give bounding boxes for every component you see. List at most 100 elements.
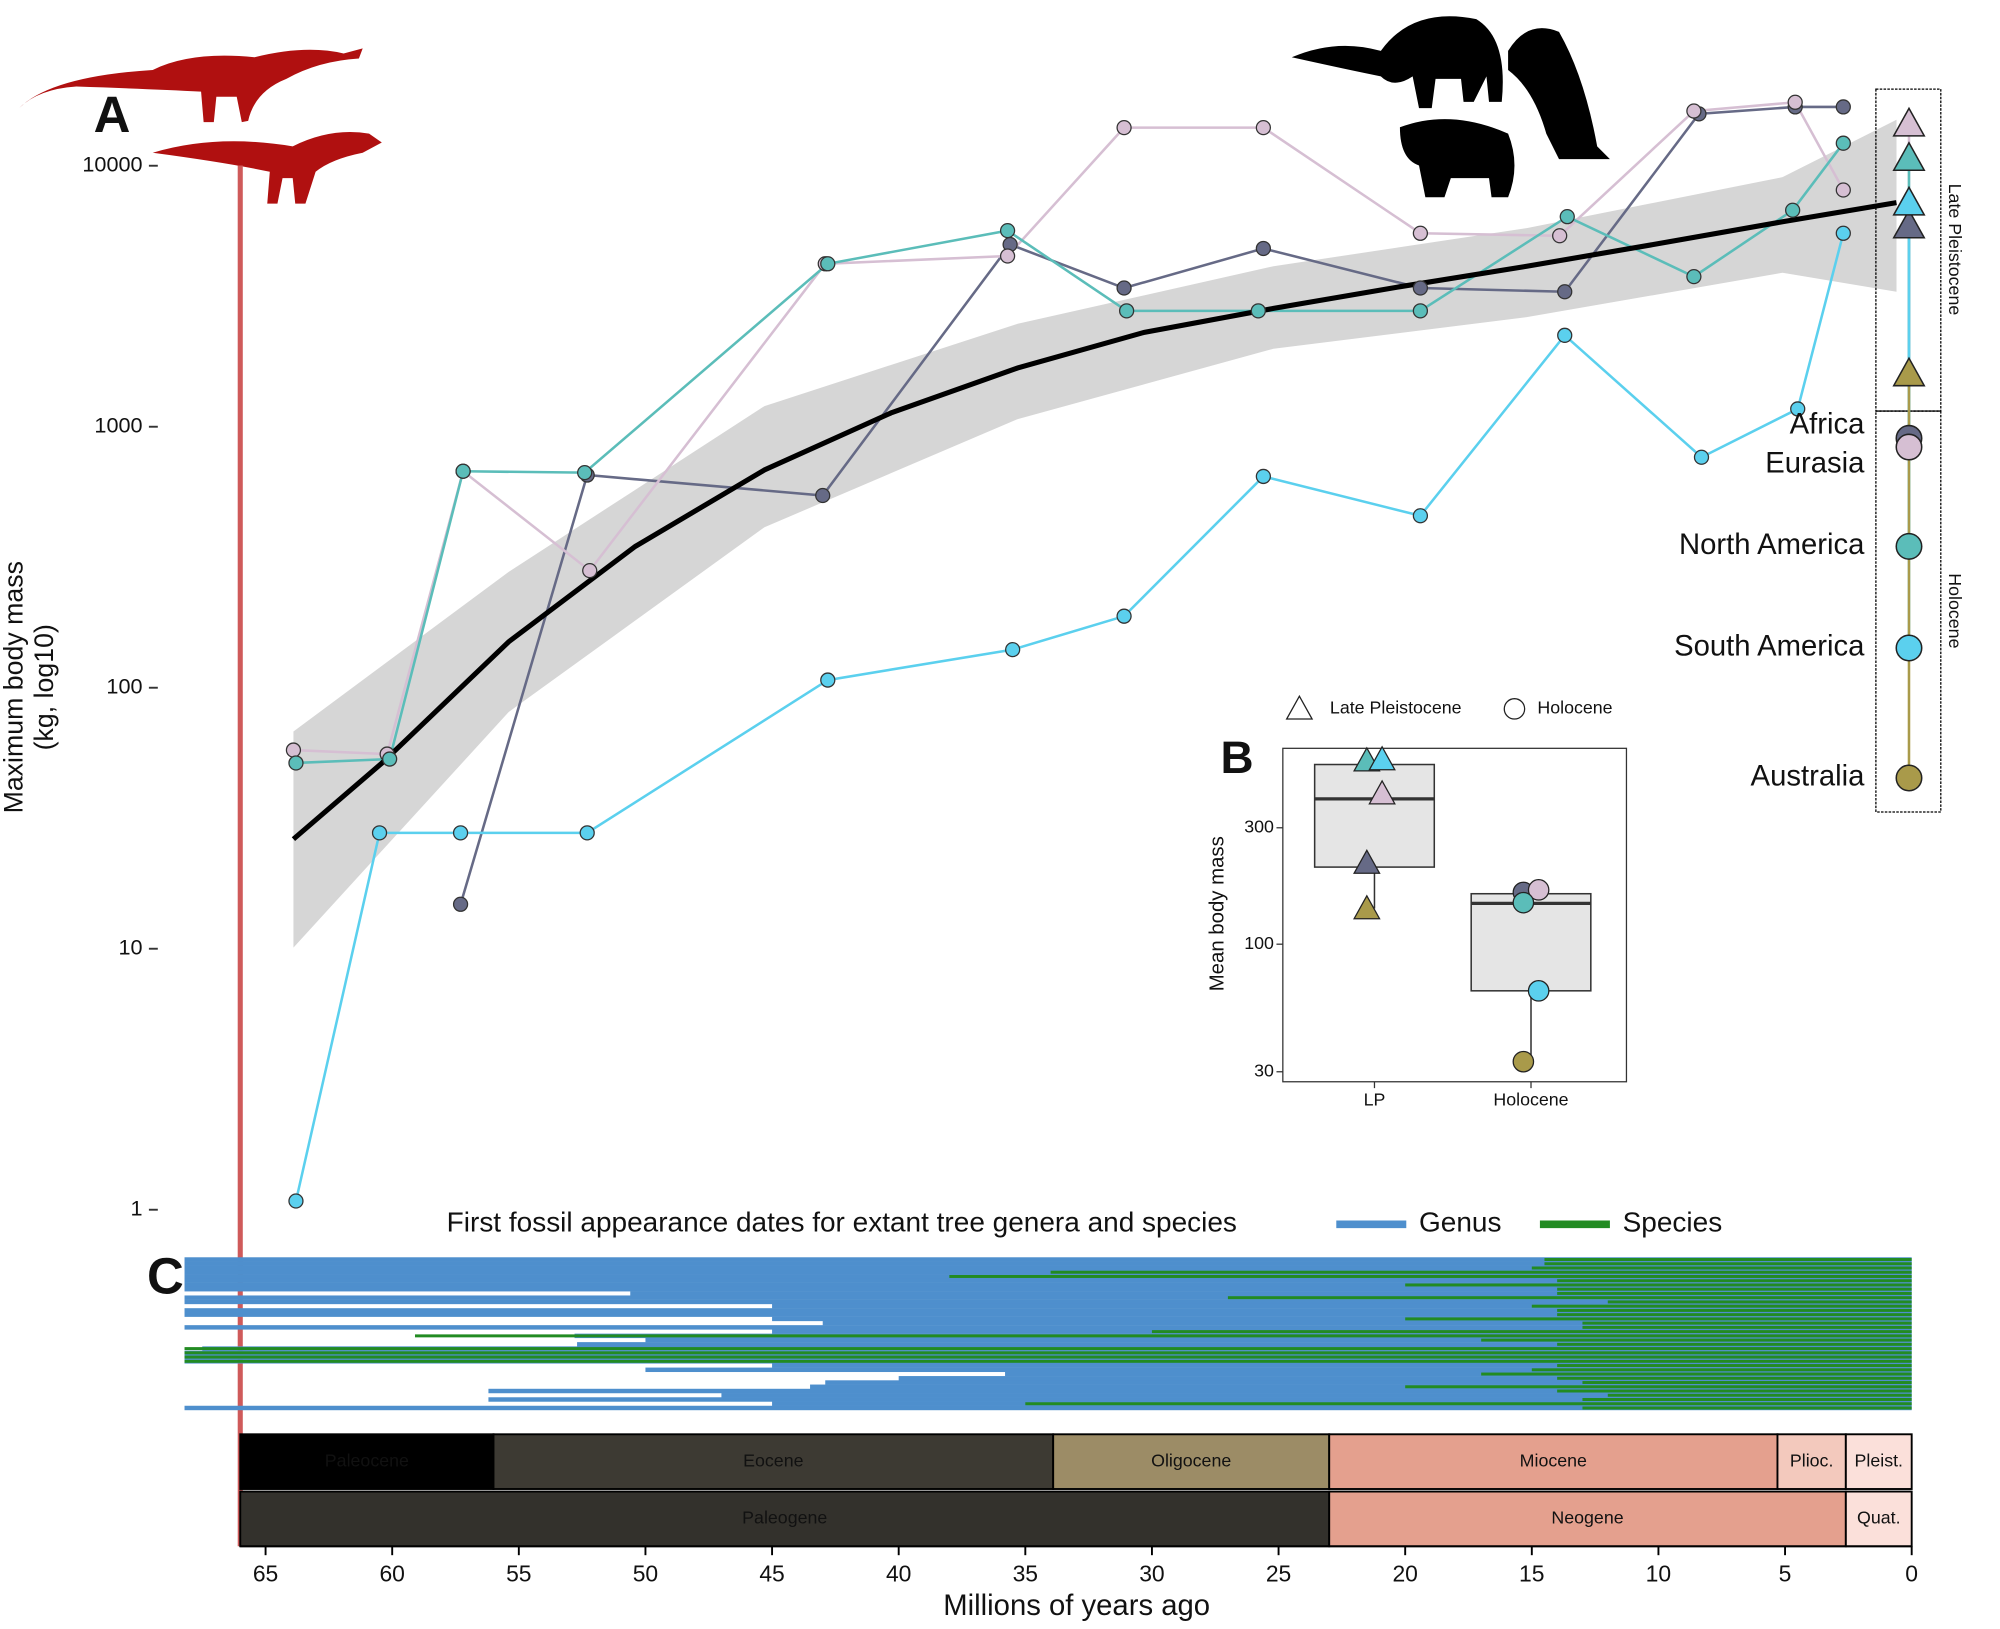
period-label: Holocene (1945, 573, 1965, 648)
x-axis-label: Millions of years ago (943, 1590, 1210, 1622)
data-point (1255, 240, 1272, 257)
y-axis-label: Mean body mass (1206, 836, 1228, 991)
x-tick-label: 55 (506, 1561, 531, 1587)
data-point (579, 825, 595, 841)
species-bar (1227, 1296, 1912, 1300)
x-tick-label: 50 (633, 1561, 658, 1587)
holocene-point (1512, 891, 1535, 914)
y-tick-label: 30 (1254, 1060, 1274, 1080)
data-point (1412, 225, 1429, 241)
species-bar (1557, 1376, 1912, 1380)
species-bar (1582, 1381, 1912, 1385)
lp-point (1353, 849, 1381, 874)
data-point (1250, 303, 1266, 319)
data-point (1790, 401, 1806, 417)
species-bar (184, 1355, 1912, 1359)
timescale-cell (1844, 1433, 1913, 1490)
legend-symbol (1285, 694, 1314, 720)
period-label: Late Pleistocene (1945, 184, 1965, 316)
x-tick-label: 15 (1519, 1561, 1544, 1587)
data-point (1557, 284, 1573, 300)
data-point (820, 672, 836, 688)
x-tick-label: Holocene (1493, 1090, 1568, 1110)
data-point (382, 751, 398, 767)
y-tick-label: 10000 (82, 151, 142, 176)
x-tick-label: 25 (1266, 1561, 1291, 1587)
legend-symbol (1503, 698, 1526, 720)
data-point (1552, 228, 1568, 244)
legend-label: Late Pleistocene (1330, 698, 1462, 718)
data-point (371, 825, 388, 841)
trend-line (291, 200, 1897, 842)
panel-letter: A (94, 86, 131, 143)
legend-label: Species (1623, 1207, 1723, 1238)
y-tick-label: 1000 (94, 412, 142, 437)
species-bar (1582, 1325, 1912, 1329)
genus-bar (1005, 1371, 1912, 1377)
late-pleistocene-marker (1892, 185, 1926, 216)
data-point (1412, 280, 1429, 296)
timescale-cell (1776, 1433, 1847, 1490)
genus-bar (184, 1299, 1912, 1305)
lp-point (1368, 779, 1396, 805)
data-point (1116, 280, 1132, 296)
genus-bar (772, 1303, 1912, 1309)
species-bar (1405, 1317, 1912, 1321)
genus-bar (772, 1363, 1912, 1368)
y-tick-label: 100 (106, 673, 142, 698)
y-tick-label: 10 (118, 934, 142, 959)
timescale-label: Quat. (1857, 1508, 1901, 1528)
timescale-label: Pleist. (1855, 1450, 1903, 1470)
species-bar (1557, 1389, 1912, 1393)
data-point (1412, 303, 1429, 319)
x-tick-label: 60 (379, 1561, 404, 1587)
species-bar (1531, 1304, 1912, 1308)
data-point (1255, 468, 1272, 485)
panel-letter: C (147, 1248, 184, 1305)
genus-bar (822, 1320, 1912, 1326)
x-tick-label: 65 (253, 1561, 278, 1587)
genus-bar (184, 1257, 1912, 1262)
panel-letter: B (1220, 732, 1253, 783)
genus-bar (488, 1388, 1912, 1394)
y-tick-label: 100 (1244, 933, 1274, 953)
data-point (577, 464, 593, 481)
species-bar (1481, 1338, 1912, 1342)
data-point (1835, 135, 1851, 151)
data-point (1118, 303, 1135, 319)
timescale-label: Neogene (1551, 1508, 1623, 1528)
legend-label: North America (1679, 529, 1865, 561)
species-bar (184, 1347, 1912, 1351)
x-tick-label: LP (1364, 1090, 1386, 1110)
genus-bar (184, 1265, 1912, 1271)
species-bar (1607, 1300, 1912, 1304)
timescale-label: Paleocene (325, 1450, 409, 1470)
species-bar (1557, 1342, 1912, 1346)
theropod-silhouette (152, 132, 382, 204)
genus-bar (825, 1380, 1912, 1385)
legend-label: Genus (1419, 1207, 1501, 1238)
data-point (999, 223, 1016, 239)
y-axis-label: (kg, log10) (29, 624, 59, 750)
species-bar (1557, 1308, 1912, 1312)
genus-bar (184, 1325, 1912, 1330)
species-bar (1025, 1402, 1912, 1406)
species-bar (414, 1334, 1912, 1338)
species-bar (1481, 1372, 1912, 1376)
genus-bar (184, 1312, 1912, 1317)
data-point (1255, 119, 1272, 136)
data-point (1559, 209, 1575, 225)
genus-bar (645, 1367, 1912, 1373)
data-point (1116, 608, 1132, 624)
data-point (288, 755, 304, 771)
species-bar (1544, 1262, 1912, 1266)
legend-label: Africa (1790, 408, 1866, 440)
holocene-point (1527, 879, 1550, 901)
x-tick-label: 45 (759, 1561, 784, 1587)
species-bar (184, 1351, 1912, 1355)
genus-bar (645, 1337, 1912, 1343)
mammoth-silhouette (1291, 16, 1503, 109)
species-bar (1531, 1266, 1912, 1270)
species-bar (184, 1359, 1912, 1363)
